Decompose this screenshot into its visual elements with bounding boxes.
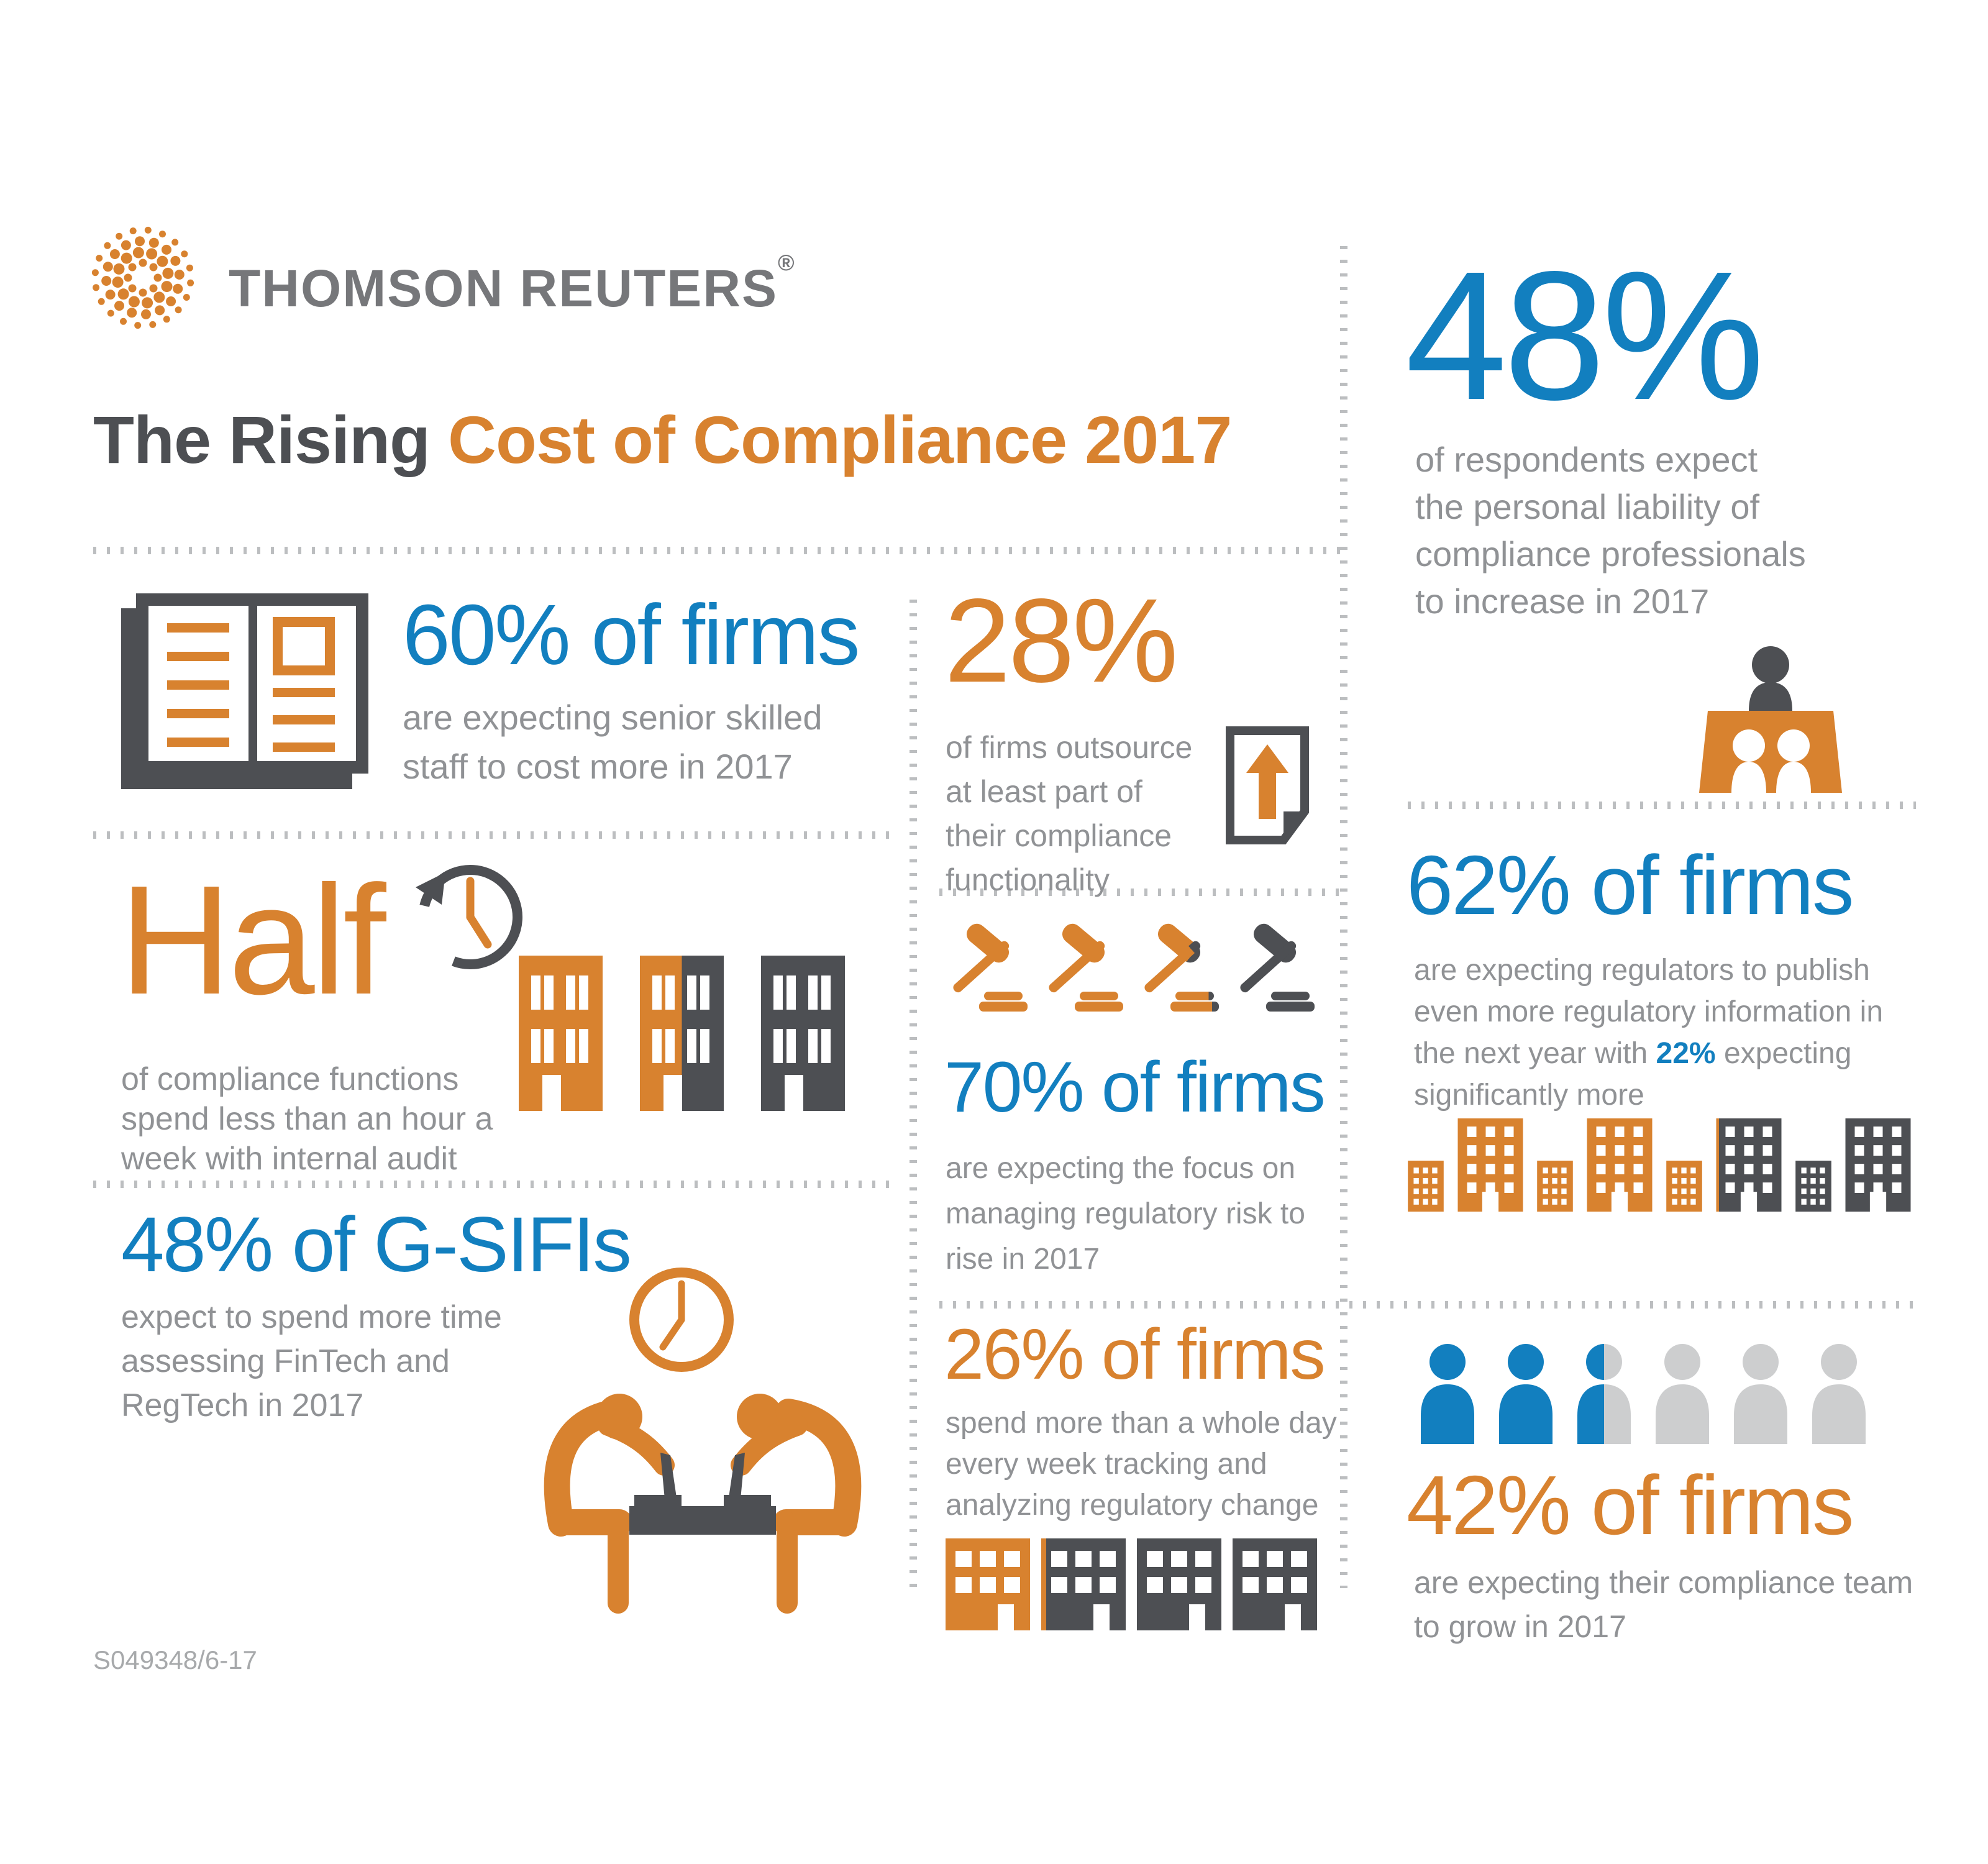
three-buildings-icon — [519, 956, 845, 1111]
senior-staff-description: are expecting senior skilled staff to co… — [403, 698, 823, 786]
city-building-tall-gray — [1843, 1118, 1913, 1212]
divider-middle-1 — [939, 889, 1342, 896]
page-title: The Rising Cost of Compliance 2017 — [93, 401, 1232, 478]
office-building-split — [1041, 1538, 1126, 1630]
divider-right-1 — [1408, 802, 1916, 809]
office-building-orange — [946, 1538, 1030, 1630]
divider-wide-bottom — [939, 1301, 1921, 1309]
divider-vertical-middle-right — [1340, 246, 1347, 1588]
person-gray-3 — [1808, 1343, 1870, 1444]
divider-under-title — [93, 547, 1342, 554]
document-up-arrow-icon — [1226, 726, 1309, 844]
tracking-stat: 26% of firms — [944, 1315, 1326, 1394]
regulatory-information-description: are expecting regulators to publish even… — [1414, 949, 1883, 1116]
open-ledger-book-icon — [121, 593, 368, 789]
city-skyline-buildings-icon — [1407, 1118, 1913, 1212]
regulatory-risk-description: are expecting the focus on managing regu… — [946, 1152, 1305, 1276]
outsourcing-description: of firms outsource at least part of thei… — [946, 730, 1193, 897]
office-building-gray-1 — [1137, 1538, 1221, 1630]
internal-audit-description: of compliance functions spend less than … — [121, 1061, 493, 1177]
reg-info-desc-after: expecting significantly more — [1414, 1037, 1852, 1112]
brand-name: THOMSON REUTERS® — [229, 250, 796, 319]
gavel-gray — [1231, 918, 1317, 1021]
reg-info-desc-before: are expecting regulators to publish even… — [1414, 954, 1884, 1070]
personal-liability-stat: 48% — [1405, 233, 1765, 438]
page-title-part2: Cost of Compliance 2017 — [448, 402, 1232, 477]
city-building-small-orange-1 — [1407, 1161, 1445, 1212]
six-people-row-icon — [1416, 1343, 1870, 1444]
gsifis-stat: 48% of G-SIFIs — [121, 1202, 632, 1288]
person-blue-1 — [1416, 1343, 1479, 1444]
city-building-tall-split — [1714, 1118, 1784, 1212]
registered-mark: ® — [778, 250, 796, 275]
judge-bench-people-icon — [1699, 646, 1842, 793]
person-blue-2 — [1495, 1343, 1557, 1444]
gsifis-description: expect to spend more time assessing FinT… — [121, 1299, 502, 1423]
thomson-reuters-logo-icon — [91, 226, 194, 329]
person-split — [1573, 1343, 1635, 1444]
internal-audit-stat: Half — [119, 853, 386, 1026]
page-title-part1: The Rising — [93, 402, 449, 477]
regulatory-information-stat: 62% of firms — [1407, 838, 1854, 932]
city-building-small-orange-3 — [1665, 1161, 1703, 1212]
senior-staff-stat: 60% of firms — [403, 587, 860, 683]
divider-vertical-left-middle — [910, 600, 917, 1597]
city-building-small-gray — [1794, 1161, 1833, 1212]
gavel-orange-1 — [944, 918, 1030, 1021]
logo-dot-rings — [91, 226, 194, 329]
building-half-orange-gray — [640, 956, 724, 1111]
personal-liability-description: of respondents expect the personal liabi… — [1415, 440, 1806, 621]
history-clock-icon — [416, 865, 522, 969]
city-building-tall-orange-1 — [1456, 1118, 1525, 1212]
team-growth-stat: 42% of firms — [1407, 1458, 1854, 1552]
city-building-tall-orange-2 — [1585, 1118, 1654, 1212]
city-building-small-orange-2 — [1536, 1161, 1574, 1212]
document-code: S049348/6-17 — [93, 1645, 257, 1674]
four-office-buildings-icon — [946, 1538, 1317, 1630]
divider-left-1 — [93, 831, 893, 839]
divider-left-2 — [93, 1181, 893, 1188]
two-people-meeting-desk-clock-icon — [544, 1268, 862, 1614]
person-gray-2 — [1730, 1343, 1792, 1444]
reg-info-desc-highlight: 22% — [1656, 1037, 1716, 1070]
tracking-description: spend more than a whole day every week t… — [946, 1407, 1337, 1522]
gavel-split — [1136, 918, 1221, 1021]
team-growth-description: are expecting their compliance team to g… — [1414, 1565, 1913, 1644]
brand-name-text: THOMSON REUTERS — [229, 259, 778, 318]
office-building-gray-2 — [1233, 1538, 1317, 1630]
four-gavels-icon — [944, 918, 1317, 1021]
building-gray — [761, 956, 845, 1111]
building-orange — [519, 956, 603, 1111]
regulatory-risk-stat: 70% of firms — [944, 1048, 1326, 1127]
outsourcing-stat: 28% — [944, 573, 1179, 707]
person-gray-1 — [1651, 1343, 1713, 1444]
gavel-orange-2 — [1040, 918, 1126, 1021]
